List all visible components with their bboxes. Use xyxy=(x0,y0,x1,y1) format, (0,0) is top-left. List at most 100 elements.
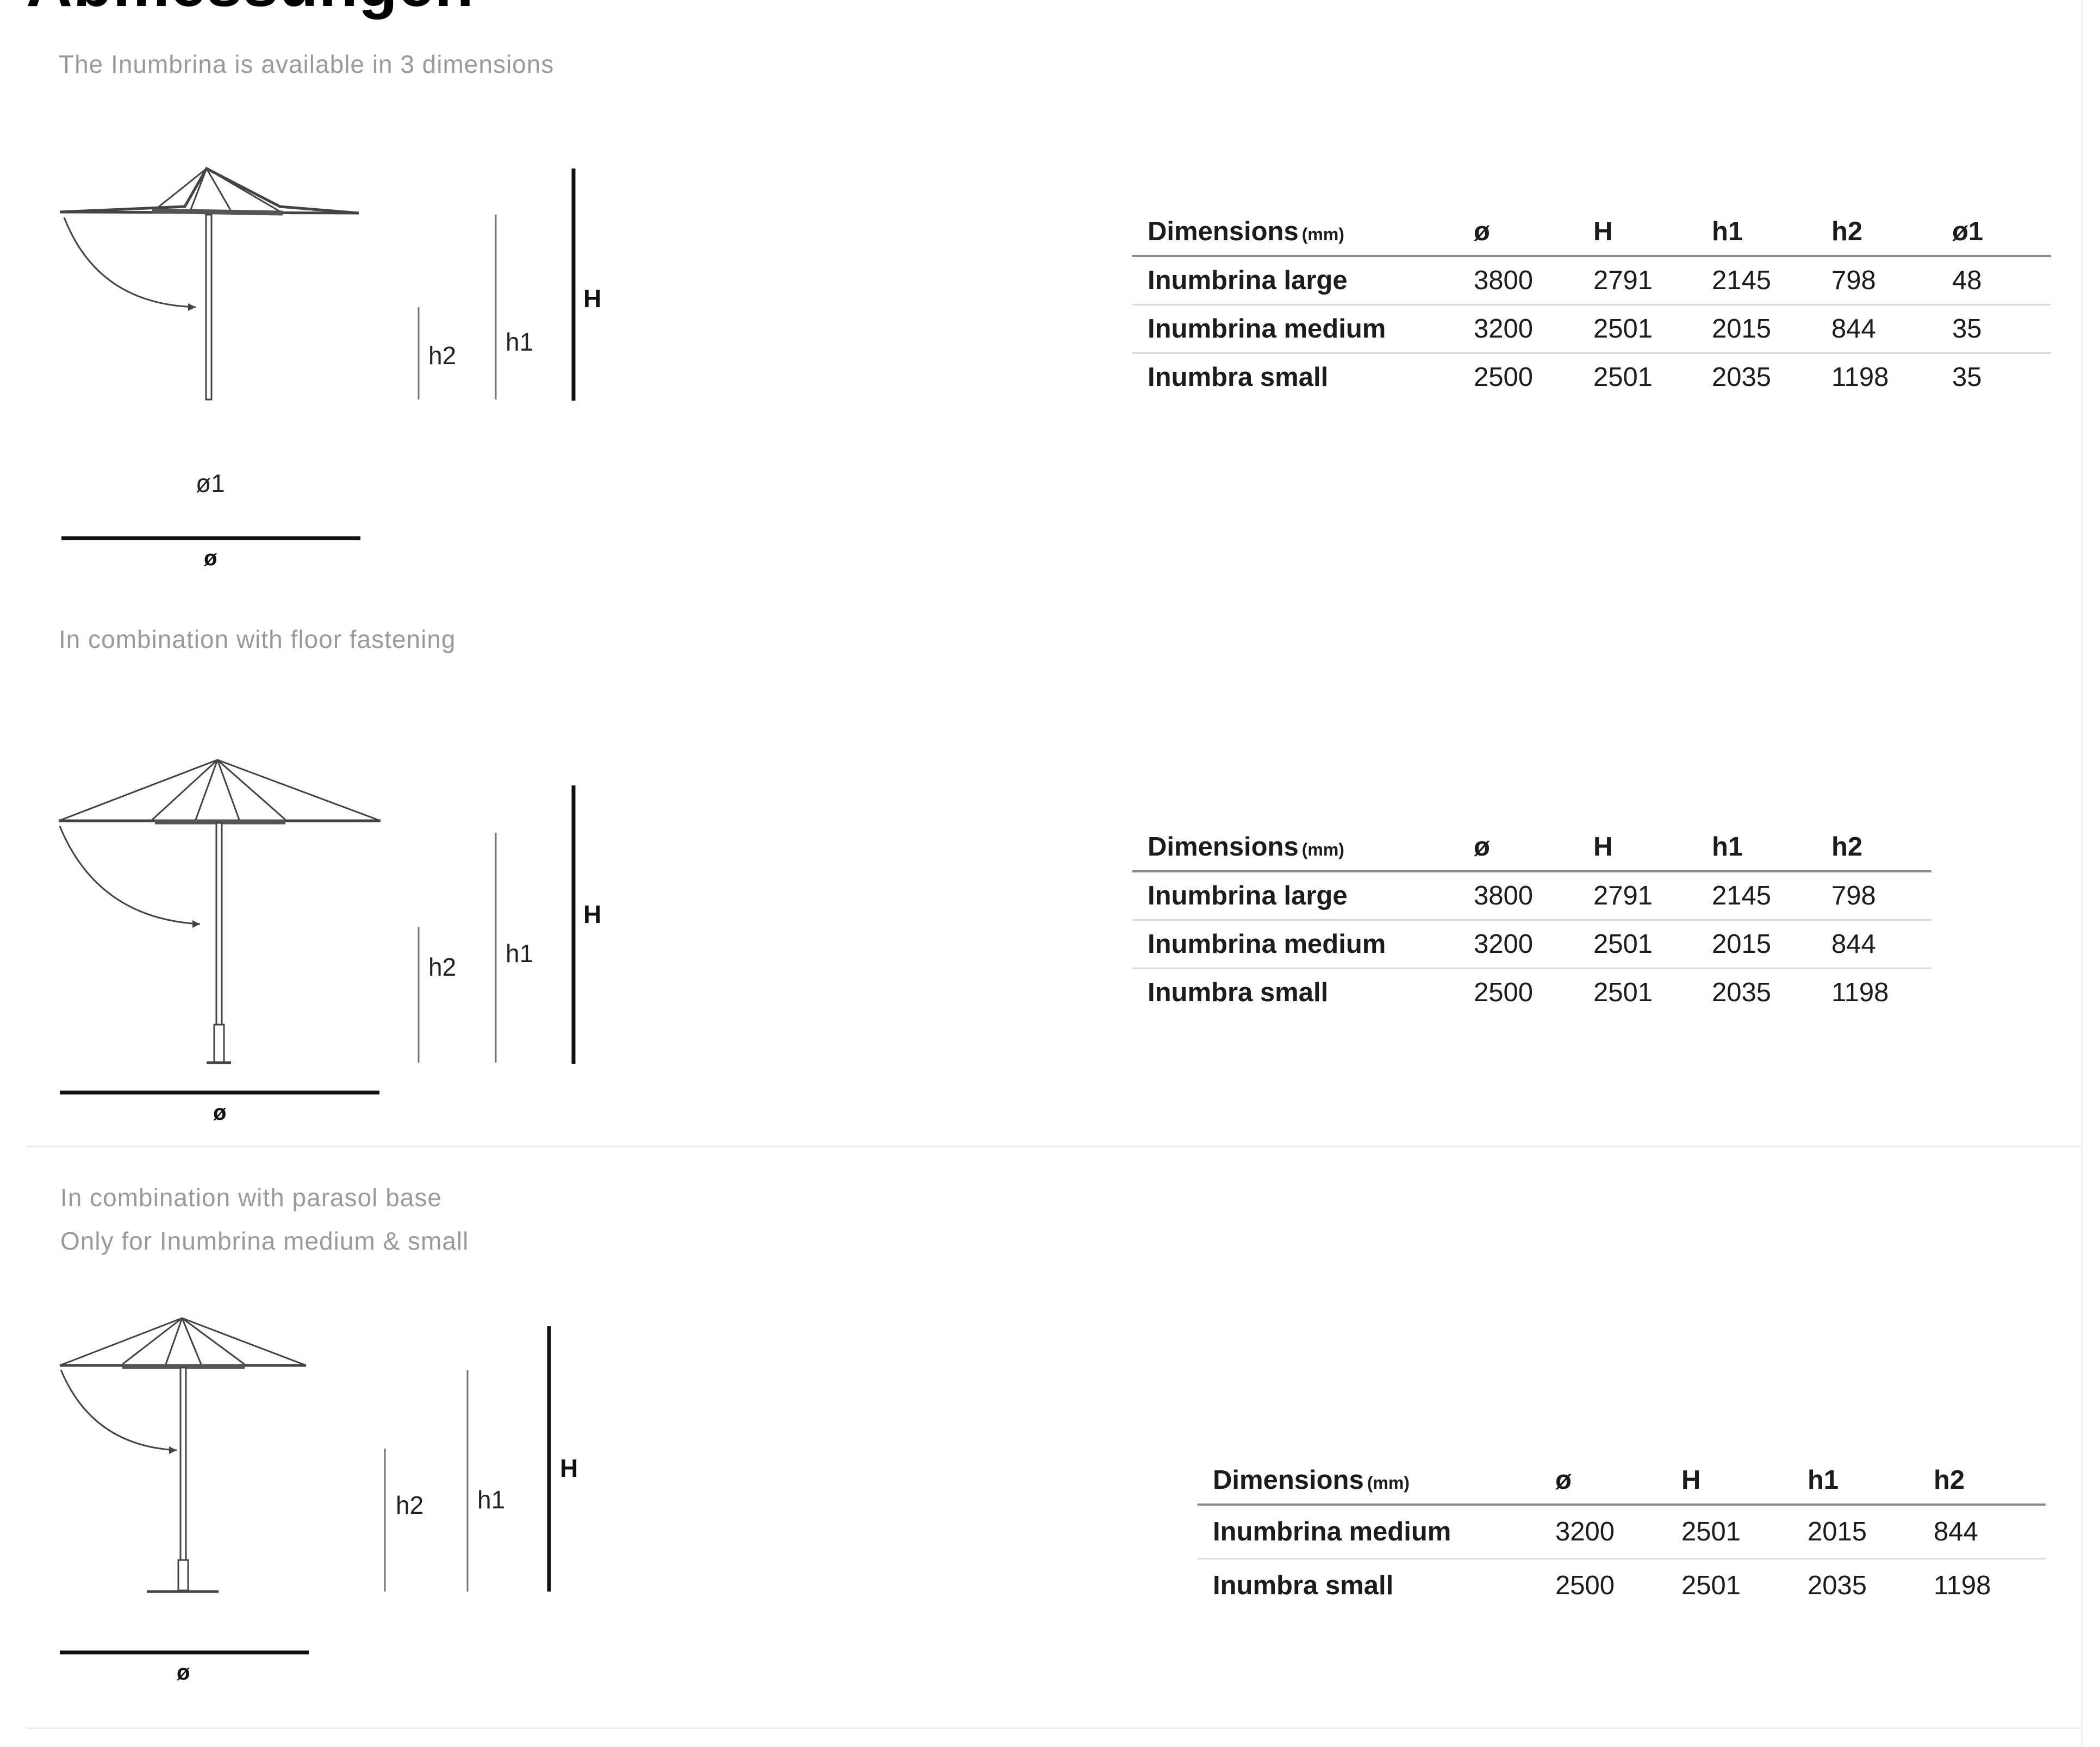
table-row: Inumbrina large 3800 2791 2145 798 48 xyxy=(1132,256,2051,305)
h1-dimension-line: h1 xyxy=(495,215,533,400)
table-cell: 2501 xyxy=(1593,978,1653,1007)
table-cell: 2035 xyxy=(1712,978,1772,1007)
table-cell: 2501 xyxy=(1593,304,1712,354)
table-cell-name: Inumbrina large xyxy=(1132,871,1474,921)
table-cell: 2501 xyxy=(1593,363,1653,392)
section-2-dimensions-table: Dimensions (mm) ø H h1 h2 Inumbrina large… xyxy=(1132,823,1931,1016)
section-2-caption: In combination with floor fastening xyxy=(59,625,456,653)
table-cell: 2500 xyxy=(1474,978,1534,1007)
h2-label: h2 xyxy=(428,341,456,370)
table-header-col: ø xyxy=(1474,823,1593,872)
table-cell: 798 xyxy=(1831,871,1931,921)
table-cell: 2791 xyxy=(1593,871,1712,921)
section-1-caption: The Inumbrina is available in 3 dimensio… xyxy=(59,50,554,78)
table-header-col: h2 xyxy=(1934,1457,2046,1506)
umbrella-icon xyxy=(58,759,381,1064)
table-cell: 2015 xyxy=(1712,920,1831,969)
table-cell-name: Inumbrina medium xyxy=(1198,1505,1555,1559)
table-header-col: ø1 xyxy=(1952,208,2051,257)
table-cell: 1198 xyxy=(1831,978,1889,1007)
table-cell: 844 xyxy=(1934,1505,2046,1559)
table-cell-name: Inumbra small xyxy=(1148,363,1329,392)
table-header-row: Dimensions (mm) ø H h1 h2 xyxy=(1198,1457,2046,1506)
table-header-col: ø xyxy=(1555,1457,1681,1506)
H-label: H xyxy=(560,1454,578,1482)
H-label: H xyxy=(583,900,601,928)
h2-label: h2 xyxy=(428,953,456,981)
table-cell: 2501 xyxy=(1593,920,1712,969)
table-cell: 48 xyxy=(1952,256,2051,305)
table-row: Inumbra small 2500 2501 2035 1198 xyxy=(1198,1559,2046,1612)
diameter-label: ø xyxy=(204,546,217,570)
table-cell: 2501 xyxy=(1681,1571,1741,1600)
table-cell: 35 xyxy=(1952,363,1982,392)
table-cell-name: Inumbrina large xyxy=(1132,256,1474,305)
page-title: Abmessungen xyxy=(26,0,474,16)
table-cell: 1198 xyxy=(1934,1571,1991,1600)
h1-label: h1 xyxy=(477,1486,505,1514)
section-3-caption-line-1: In combination with parasol base xyxy=(60,1183,442,1212)
table-cell: 2035 xyxy=(1808,1571,1867,1600)
table-header-row: Dimensions (mm) ø H h1 h2 xyxy=(1132,823,1931,872)
table-header-col: h1 xyxy=(1808,1457,1934,1506)
table-row: Inumbra small 2500 2501 2035 1198 xyxy=(1132,969,1931,1016)
table-row: Inumbra small 2500 2501 2035 1198 35 xyxy=(1132,353,2051,401)
table-header-dimensions: Dimensions (mm) xyxy=(1132,208,1474,257)
umbrella-icon xyxy=(59,1317,307,1593)
table-header-col: h1 xyxy=(1712,208,1831,257)
h2-label: h2 xyxy=(396,1491,423,1519)
h1-dimension-line: h1 xyxy=(495,833,533,1063)
table-cell: 2791 xyxy=(1593,256,1712,305)
table-cell-name: Inumbrina medium xyxy=(1132,920,1474,969)
section-3-diagram: h2 h1 H ø xyxy=(59,1317,578,1684)
diameter-label: ø xyxy=(213,1101,227,1125)
table-cell: 844 xyxy=(1831,304,1952,354)
table-cell: 844 xyxy=(1831,920,1931,969)
table-cell-name: Inumbra small xyxy=(1213,1571,1394,1600)
h2-dimension-line: h2 xyxy=(384,1449,423,1592)
table-header-col: h2 xyxy=(1831,823,1931,872)
H-label: H xyxy=(583,284,601,313)
table-header-col: H xyxy=(1593,208,1712,257)
H-dimension-line: H xyxy=(571,169,601,401)
h1-label: h1 xyxy=(506,939,533,968)
table-row: Inumbrina medium 3200 2501 2015 844 xyxy=(1198,1505,2046,1559)
table-header-dimensions: Dimensions (mm) xyxy=(1132,823,1474,872)
H-dimension-line: H xyxy=(547,1326,578,1592)
table-cell: 3800 xyxy=(1474,871,1593,921)
table-cell: 35 xyxy=(1952,304,2051,354)
section-1-dimensions-table: Dimensions (mm) ø H h1 h2 ø1 Inumbrina la… xyxy=(1132,208,2051,401)
table-cell: 1198 xyxy=(1831,363,1889,392)
table-cell: 2035 xyxy=(1712,363,1772,392)
table-cell-name: Inumbrina medium xyxy=(1132,304,1474,354)
table-header-col: h1 xyxy=(1712,823,1831,872)
umbrella-icon xyxy=(59,166,359,401)
table-cell: 3200 xyxy=(1555,1505,1681,1559)
table-cell-name: Inumbra small xyxy=(1148,978,1329,1007)
table-cell: 2015 xyxy=(1808,1505,1934,1559)
table-row: Inumbrina medium 3200 2501 2015 844 xyxy=(1132,920,1931,969)
table-cell: 3200 xyxy=(1474,304,1593,354)
table-header-col: H xyxy=(1681,1457,1808,1506)
H-dimension-line: H xyxy=(571,785,601,1064)
section-3-caption-line-2: Only for Inumbrina medium & small xyxy=(60,1227,469,1255)
table-row: Inumbrina large 3800 2791 2145 798 xyxy=(1132,871,1931,921)
table-cell: 3200 xyxy=(1474,920,1593,969)
h2-dimension-line: h2 xyxy=(417,307,456,400)
table-header-col: H xyxy=(1593,823,1712,872)
table-cell: 2145 xyxy=(1712,871,1831,921)
h2-dimension-line: h2 xyxy=(417,927,456,1063)
table-cell: 2500 xyxy=(1474,363,1534,392)
h1-label: h1 xyxy=(506,328,533,356)
section-1-diagram: h2 h1 H ø1 ø xyxy=(59,166,601,570)
table-cell: 3800 xyxy=(1474,256,1593,305)
diameter-label: ø xyxy=(177,1661,190,1684)
section-3-dimensions-table: Dimensions (mm) ø H h1 h2 Inumbrina mediu… xyxy=(1198,1457,2046,1612)
table-cell: 2500 xyxy=(1555,1571,1615,1600)
h1-dimension-line: h1 xyxy=(466,1370,505,1592)
table-cell: 798 xyxy=(1831,256,1952,305)
table-cell: 2501 xyxy=(1681,1505,1808,1559)
section-divider xyxy=(26,1146,2081,1147)
table-row: Inumbrina medium 3200 2501 2015 844 35 xyxy=(1132,304,2051,354)
table-cell: 2015 xyxy=(1712,304,1831,354)
